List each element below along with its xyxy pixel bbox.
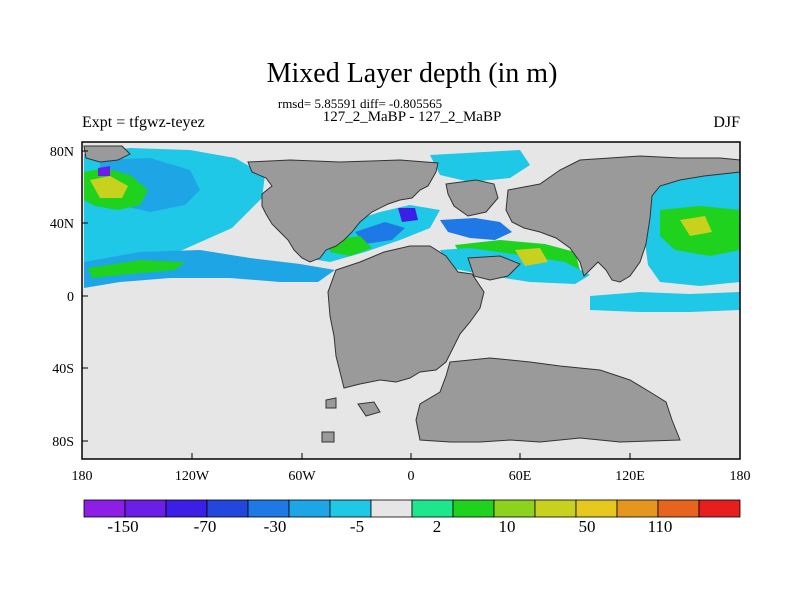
colorbar-swatch — [493, 499, 536, 518]
anomaly-north-asia-coast — [430, 150, 530, 182]
anomaly-mediterranean — [440, 218, 512, 240]
colorbar-swatch — [411, 499, 454, 518]
anomaly-atlantic-darkblue — [398, 208, 418, 222]
colorbar-label: 110 — [648, 517, 673, 536]
colorbar-swatch — [124, 499, 167, 518]
colorbar-label: -5 — [350, 517, 364, 536]
x-tick-labels: 180 120W 60W 0 60E 120E 180 — [72, 469, 751, 484]
land-eurasia — [505, 155, 741, 283]
y-tick-label: 80S — [52, 435, 74, 450]
land-masses — [83, 145, 741, 443]
colorbar-swatch — [288, 499, 331, 518]
colorbar-label: 2 — [433, 517, 442, 536]
land-arabia — [467, 255, 521, 281]
anomaly-pacific-band — [84, 250, 335, 288]
y-tick-labels: 80N 40N 0 40S 80S — [50, 145, 74, 450]
anomaly-west-pacific-yellow — [680, 216, 712, 236]
colorbar-swatch — [616, 499, 659, 518]
colorbar-swatch — [534, 499, 577, 518]
colorbar-swatch — [657, 499, 700, 518]
colorbar-labels: -150 -70 -30 -5 2 10 50 110 — [107, 517, 672, 536]
y-tick-label: 40N — [50, 217, 74, 232]
land-south-america-africa — [327, 245, 485, 389]
land-antarctica-east — [415, 357, 681, 443]
anomaly-north-atlantic-blue — [355, 222, 405, 244]
anomaly-indian-yellow — [515, 248, 548, 266]
colorbar-label: -70 — [194, 517, 217, 536]
anomaly-north-pacific-purple — [98, 166, 110, 176]
anomaly-north-pacific-yellow — [90, 176, 128, 198]
land-small-island-b — [321, 431, 335, 443]
colorbar-label: -150 — [107, 517, 138, 536]
colorbar-swatch — [452, 499, 495, 518]
x-tick-label: 180 — [72, 469, 93, 484]
colorbar-swatch — [165, 499, 208, 518]
colorbar-swatch — [575, 499, 618, 518]
colorbar-swatch — [206, 499, 249, 518]
y-tick-label: 0 — [67, 290, 74, 305]
colorbar-label: -30 — [264, 517, 287, 536]
stats-label: rmsd= 5.85591 diff= -0.805565 — [278, 96, 442, 111]
map-ticks — [81, 150, 741, 459]
land-small-island-a — [325, 397, 337, 409]
colorbar — [83, 499, 741, 518]
map-panel: 80N 40N 0 40S 80S 180 120W 60W 0 60E 120… — [50, 141, 751, 484]
land-alaska — [83, 145, 131, 163]
subtitle-label: 127_2_MaBP - 127_2_MaBP — [323, 109, 502, 125]
land-north-america — [247, 159, 439, 263]
x-tick-label: 60E — [509, 469, 532, 484]
figure-title: Mixed Layer depth (in m) — [267, 58, 558, 89]
x-tick-label: 120E — [615, 469, 645, 484]
experiment-label: Expt = tfgwz-teyez — [82, 114, 205, 131]
anomaly-pacific-green-band — [88, 260, 185, 278]
colorbar-swatch — [698, 499, 741, 518]
anomaly-equatorial-band — [590, 292, 740, 312]
x-tick-label: 0 — [408, 469, 415, 484]
colorbar-label: 10 — [499, 517, 516, 536]
y-tick-label: 40S — [52, 362, 74, 377]
colorbar-swatch — [370, 499, 413, 518]
land-greenland — [445, 179, 499, 217]
colorbar-swatch — [83, 499, 126, 518]
x-tick-label: 180 — [730, 469, 751, 484]
colorbar-swatch — [329, 499, 372, 518]
season-label: DJF — [713, 114, 740, 131]
x-tick-label: 120W — [175, 469, 210, 484]
x-tick-label: 60W — [288, 469, 316, 484]
land-antarctica-island — [357, 401, 381, 417]
y-tick-label: 80N — [50, 145, 74, 160]
colorbar-swatch — [247, 499, 290, 518]
colorbar-label: 50 — [579, 517, 596, 536]
